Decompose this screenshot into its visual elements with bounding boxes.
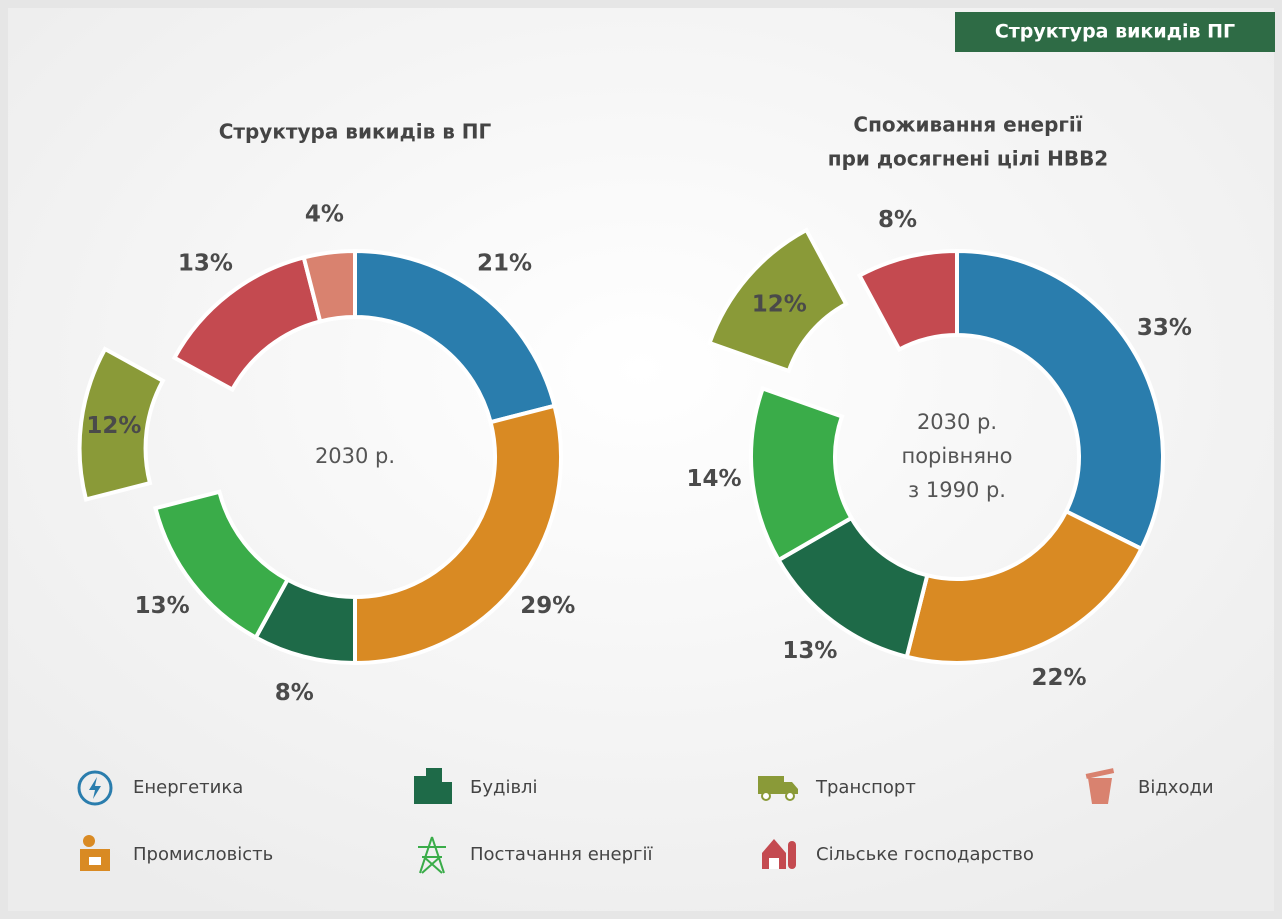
value-label: 8%	[878, 207, 917, 233]
slice	[707, 227, 849, 374]
legend-label: Промисловість	[133, 844, 273, 865]
value-label: 12%	[86, 413, 141, 439]
header-badge	[955, 12, 1275, 52]
legend-icon	[83, 835, 95, 847]
legend-icon	[418, 836, 446, 874]
legend-icon	[1085, 768, 1115, 779]
legend-icon	[414, 776, 426, 804]
legend-icon	[762, 839, 786, 869]
legend-icon	[769, 858, 779, 869]
legend-icon	[761, 791, 771, 801]
legend-label: Постачання енергії	[470, 844, 654, 865]
center-label: порівняно	[901, 444, 1012, 468]
legend-icon	[1088, 778, 1112, 804]
center-label: 2030 р.	[917, 410, 997, 434]
slice	[77, 346, 166, 502]
chart-title: Структура викидів в ПГ	[219, 120, 492, 144]
legend-label: Сільське господарство	[816, 844, 1034, 865]
legend-icon	[426, 768, 442, 804]
value-label: 33%	[1137, 315, 1192, 341]
value-label: 12%	[752, 291, 807, 317]
slice	[749, 385, 855, 563]
legend-label: Енергетика	[133, 777, 243, 798]
slice	[856, 248, 959, 353]
value-label: 13%	[135, 593, 190, 619]
value-label: 22%	[1031, 665, 1086, 691]
center-label: 2030 р.	[315, 444, 395, 468]
legend-label: Транспорт	[815, 777, 916, 798]
chart-title: Споживання енергії	[853, 113, 1082, 137]
slice	[301, 248, 357, 324]
legend-icon	[788, 841, 796, 869]
background	[8, 8, 1274, 911]
slice	[353, 403, 563, 666]
legend-icon	[89, 777, 101, 799]
center-label: з 1990 р.	[908, 478, 1006, 502]
legend-icon	[758, 776, 784, 794]
slice	[153, 489, 291, 641]
value-label: 4%	[305, 201, 344, 227]
value-label: 8%	[275, 680, 314, 706]
value-label: 13%	[178, 251, 233, 277]
legend-icon	[785, 791, 795, 801]
legend-icon	[77, 770, 113, 806]
value-label: 14%	[687, 466, 742, 492]
value-label: 29%	[520, 593, 575, 619]
legend-icon	[442, 782, 452, 804]
legend-icon	[784, 782, 798, 794]
chart-title: при досягнені цілі НВВ2	[828, 147, 1108, 171]
value-label: 13%	[782, 638, 837, 664]
header: Структура викидів ПГ	[995, 21, 1235, 43]
legend-icon	[89, 857, 101, 865]
legend-label: Будівлі	[470, 777, 538, 798]
slice	[904, 508, 1145, 665]
slice	[955, 248, 1165, 552]
legend-label: Відходи	[1138, 777, 1214, 798]
value-label: 21%	[477, 251, 532, 277]
